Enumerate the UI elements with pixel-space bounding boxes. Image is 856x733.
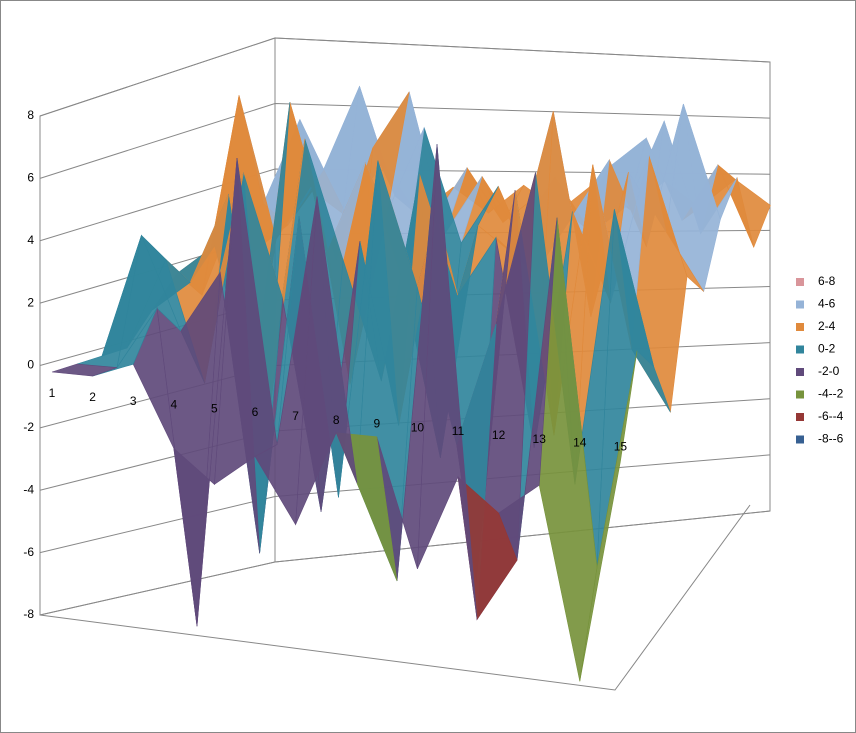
- x-tick-label: 14: [573, 436, 587, 450]
- legend: 6-8 4-6 2-4 0-2 -2-0 -4--2 -6--4 -8--6: [796, 274, 844, 446]
- legend-label: 4-6: [818, 297, 836, 311]
- grid-line: [39, 37, 771, 117]
- legend-label: -6--4: [818, 409, 844, 423]
- floor-edge: [39, 504, 751, 691]
- x-tick-label: 5: [211, 401, 218, 415]
- legend-swatch: [796, 413, 804, 421]
- legend-swatch: [796, 278, 804, 286]
- x-tick-label: 15: [614, 439, 628, 453]
- legend-label: -4--2: [818, 387, 844, 401]
- y-tick-label: 2: [27, 295, 34, 309]
- x-tick-label: 3: [130, 394, 137, 408]
- legend-label: -2-0: [818, 364, 840, 378]
- legend-swatch: [796, 368, 804, 376]
- legend-swatch: [796, 390, 804, 399]
- x-tick-label: 7: [292, 409, 299, 423]
- x-tick-label: 2: [89, 390, 96, 404]
- y-tick-label: 8: [27, 108, 34, 122]
- x-tick-label: 4: [170, 398, 177, 412]
- x-tick-label: 9: [373, 417, 380, 431]
- surface: [51, 85, 771, 682]
- y-tick-label: -6: [23, 545, 34, 559]
- x-tick-label: 1: [49, 386, 56, 400]
- x-tick-label: 11: [452, 424, 465, 438]
- legend-swatch: [796, 300, 804, 309]
- y-tick-label: 6: [27, 171, 34, 185]
- y-tick-label: 0: [27, 358, 34, 372]
- x-tick-label: 13: [533, 432, 547, 446]
- grid-line: [39, 102, 771, 179]
- x-tick-label: 8: [333, 413, 340, 427]
- legend-swatch: [796, 435, 804, 444]
- legend-swatch: [796, 323, 804, 331]
- legend-label: 2-4: [818, 319, 836, 333]
- legend-label: 6-8: [818, 274, 836, 288]
- legend-swatch: [796, 345, 804, 354]
- y-tick-label: 4: [27, 233, 34, 247]
- x-tick-label: 6: [252, 405, 259, 419]
- y-tick-label: -4: [23, 482, 34, 496]
- legend-label: 0-2: [818, 342, 836, 356]
- surface-cell: [51, 363, 118, 377]
- y-tick-label: -8: [23, 607, 34, 621]
- x-tick-label: 10: [411, 420, 425, 434]
- x-tick-label: 12: [492, 428, 506, 442]
- legend-label: -8--6: [818, 432, 844, 446]
- y-tick-label: -2: [23, 420, 34, 434]
